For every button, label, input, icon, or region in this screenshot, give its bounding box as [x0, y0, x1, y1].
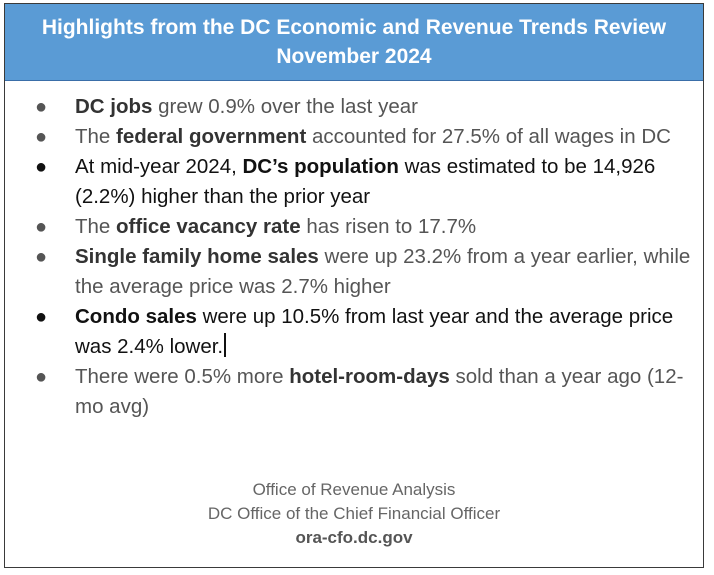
bullet-icon: ●	[35, 306, 48, 328]
item-bold: office vacancy rate	[116, 215, 301, 238]
list-item-office-vacancy: ● The office vacancy rate has risen to 1…	[33, 212, 693, 242]
item-text: At mid-year 2024,	[75, 155, 243, 178]
item-text: The	[75, 125, 117, 148]
item-bold: DC jobs	[75, 95, 153, 118]
item-bold: hotel-room-days	[289, 365, 450, 388]
list-item-population: ● At mid-year 2024, DC’s population was …	[33, 152, 693, 212]
list-item-condo-sales: ● Condo sales were up 10.5% from last ye…	[33, 302, 693, 362]
highlights-box: Highlights from the DC Economic and Reve…	[4, 3, 704, 568]
bullet-icon: ●	[35, 96, 48, 118]
title-line-1: Highlights from the DC Economic and Reve…	[41, 16, 667, 39]
footer-website: ora-cfo.dc.gov	[295, 528, 413, 547]
item-bold: Single family home sales	[75, 245, 319, 268]
item-bold: Condo sales	[75, 305, 197, 328]
item-bold: DC’s population	[242, 155, 399, 178]
bullet-icon: ●	[35, 216, 48, 238]
list-item-dc-jobs: ● DC jobs grew 0.9% over the last year	[33, 92, 693, 122]
footer-organization: DC Office of the Chief Financial Officer	[207, 504, 501, 523]
footer-office-name: Office of Revenue Analysis	[252, 480, 456, 499]
footer-credits: Office of Revenue Analysis DC Office of …	[5, 478, 703, 550]
list-item-federal-government: ● The federal government accounted for 2…	[33, 122, 693, 152]
bullet-icon: ●	[35, 366, 48, 388]
bullet-icon: ●	[35, 246, 48, 268]
item-text: were up 23.2% from a year earlier, while…	[75, 245, 691, 298]
item-bold: federal government	[116, 125, 307, 148]
item-text: were up 10.5% from last year and the ave…	[75, 305, 674, 358]
bullet-icon: ●	[35, 126, 48, 148]
item-text: sold than a year ago (12-mo avg)	[75, 365, 684, 418]
highlights-list: ● DC jobs grew 0.9% over the last year ●…	[33, 92, 693, 422]
item-text: has risen to 17.7%	[300, 215, 477, 238]
item-text: grew 0.9% over the last year	[152, 95, 418, 118]
list-item-single-family-home-sales: ● Single family home sales were up 23.2%…	[33, 242, 693, 302]
list-item-hotel-room-days: ● There were 0.5% more hotel-room-days s…	[33, 362, 693, 422]
header-banner: Highlights from the DC Economic and Reve…	[5, 4, 703, 81]
item-text: was estimated to be 14,926 (2.2%) higher…	[75, 155, 656, 208]
item-text: There were 0.5% more	[75, 365, 290, 388]
bullet-icon: ●	[35, 156, 48, 178]
title-line-2: November 2024	[276, 45, 432, 68]
text-cursor	[224, 333, 226, 357]
item-text: The	[75, 215, 117, 238]
item-text: accounted for 27.5% of all wages in DC	[306, 125, 671, 148]
